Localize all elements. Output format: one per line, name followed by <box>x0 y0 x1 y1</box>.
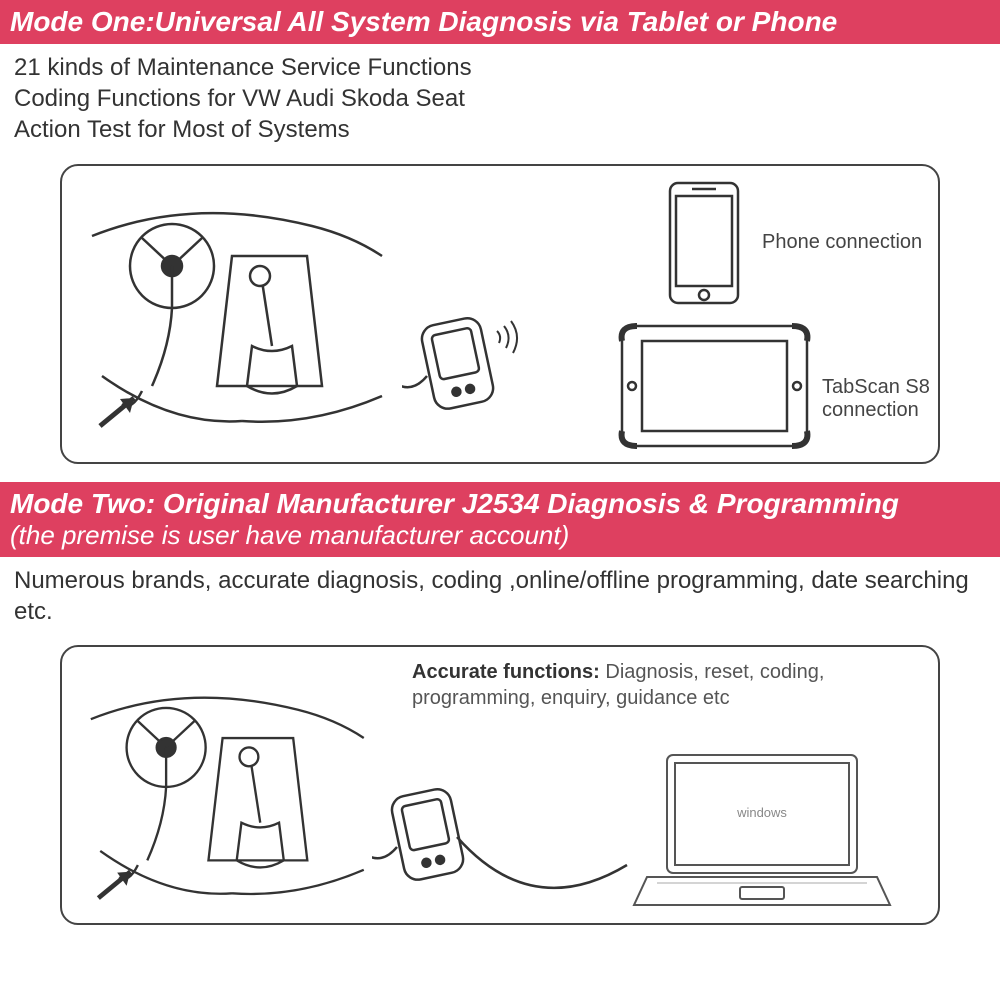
mode1-line1: 21 kinds of Maintenance Service Function… <box>14 52 986 83</box>
mode1-diagram: Phone connection TabScan S8 connection <box>60 164 940 464</box>
mode2-subtitle: (the premise is user have manufacturer a… <box>10 520 990 551</box>
mode1-title: Mode One:Universal All System Diagnosis … <box>10 6 837 37</box>
mode1-line2: Coding Functions for VW Audi Skoda Seat <box>14 83 986 114</box>
mode2-functions: Accurate functions: Diagnosis, reset, co… <box>412 659 912 711</box>
obd-dongle-icon <box>402 296 522 426</box>
car-interior-icon <box>72 186 412 446</box>
func-label: Accurate functions: <box>412 661 600 683</box>
laptop-icon: windows <box>632 747 892 917</box>
tablet-icon <box>617 321 812 451</box>
phone-label: Phone connection <box>762 231 922 254</box>
mode1-header: Mode One:Universal All System Diagnosis … <box>0 0 1000 44</box>
phone-icon <box>662 178 747 308</box>
mode1-line3: Action Test for Most of Systems <box>14 114 986 145</box>
mode2-header: Mode Two: Original Manufacturer J2534 Di… <box>0 482 1000 557</box>
mode1-desc: 21 kinds of Maintenance Service Function… <box>0 44 1000 154</box>
mode2-diagram: windows Accurate functions: Diagnosis, r… <box>60 645 940 925</box>
car-interior-icon-2 <box>72 672 392 917</box>
mode2-title: Mode Two: Original Manufacturer J2534 Di… <box>10 488 899 519</box>
tablet-label: TabScan S8 connection <box>822 376 938 422</box>
mode2-desc: Numerous brands, accurate diagnosis, cod… <box>0 557 1000 635</box>
laptop-os-label: windows <box>736 805 787 820</box>
